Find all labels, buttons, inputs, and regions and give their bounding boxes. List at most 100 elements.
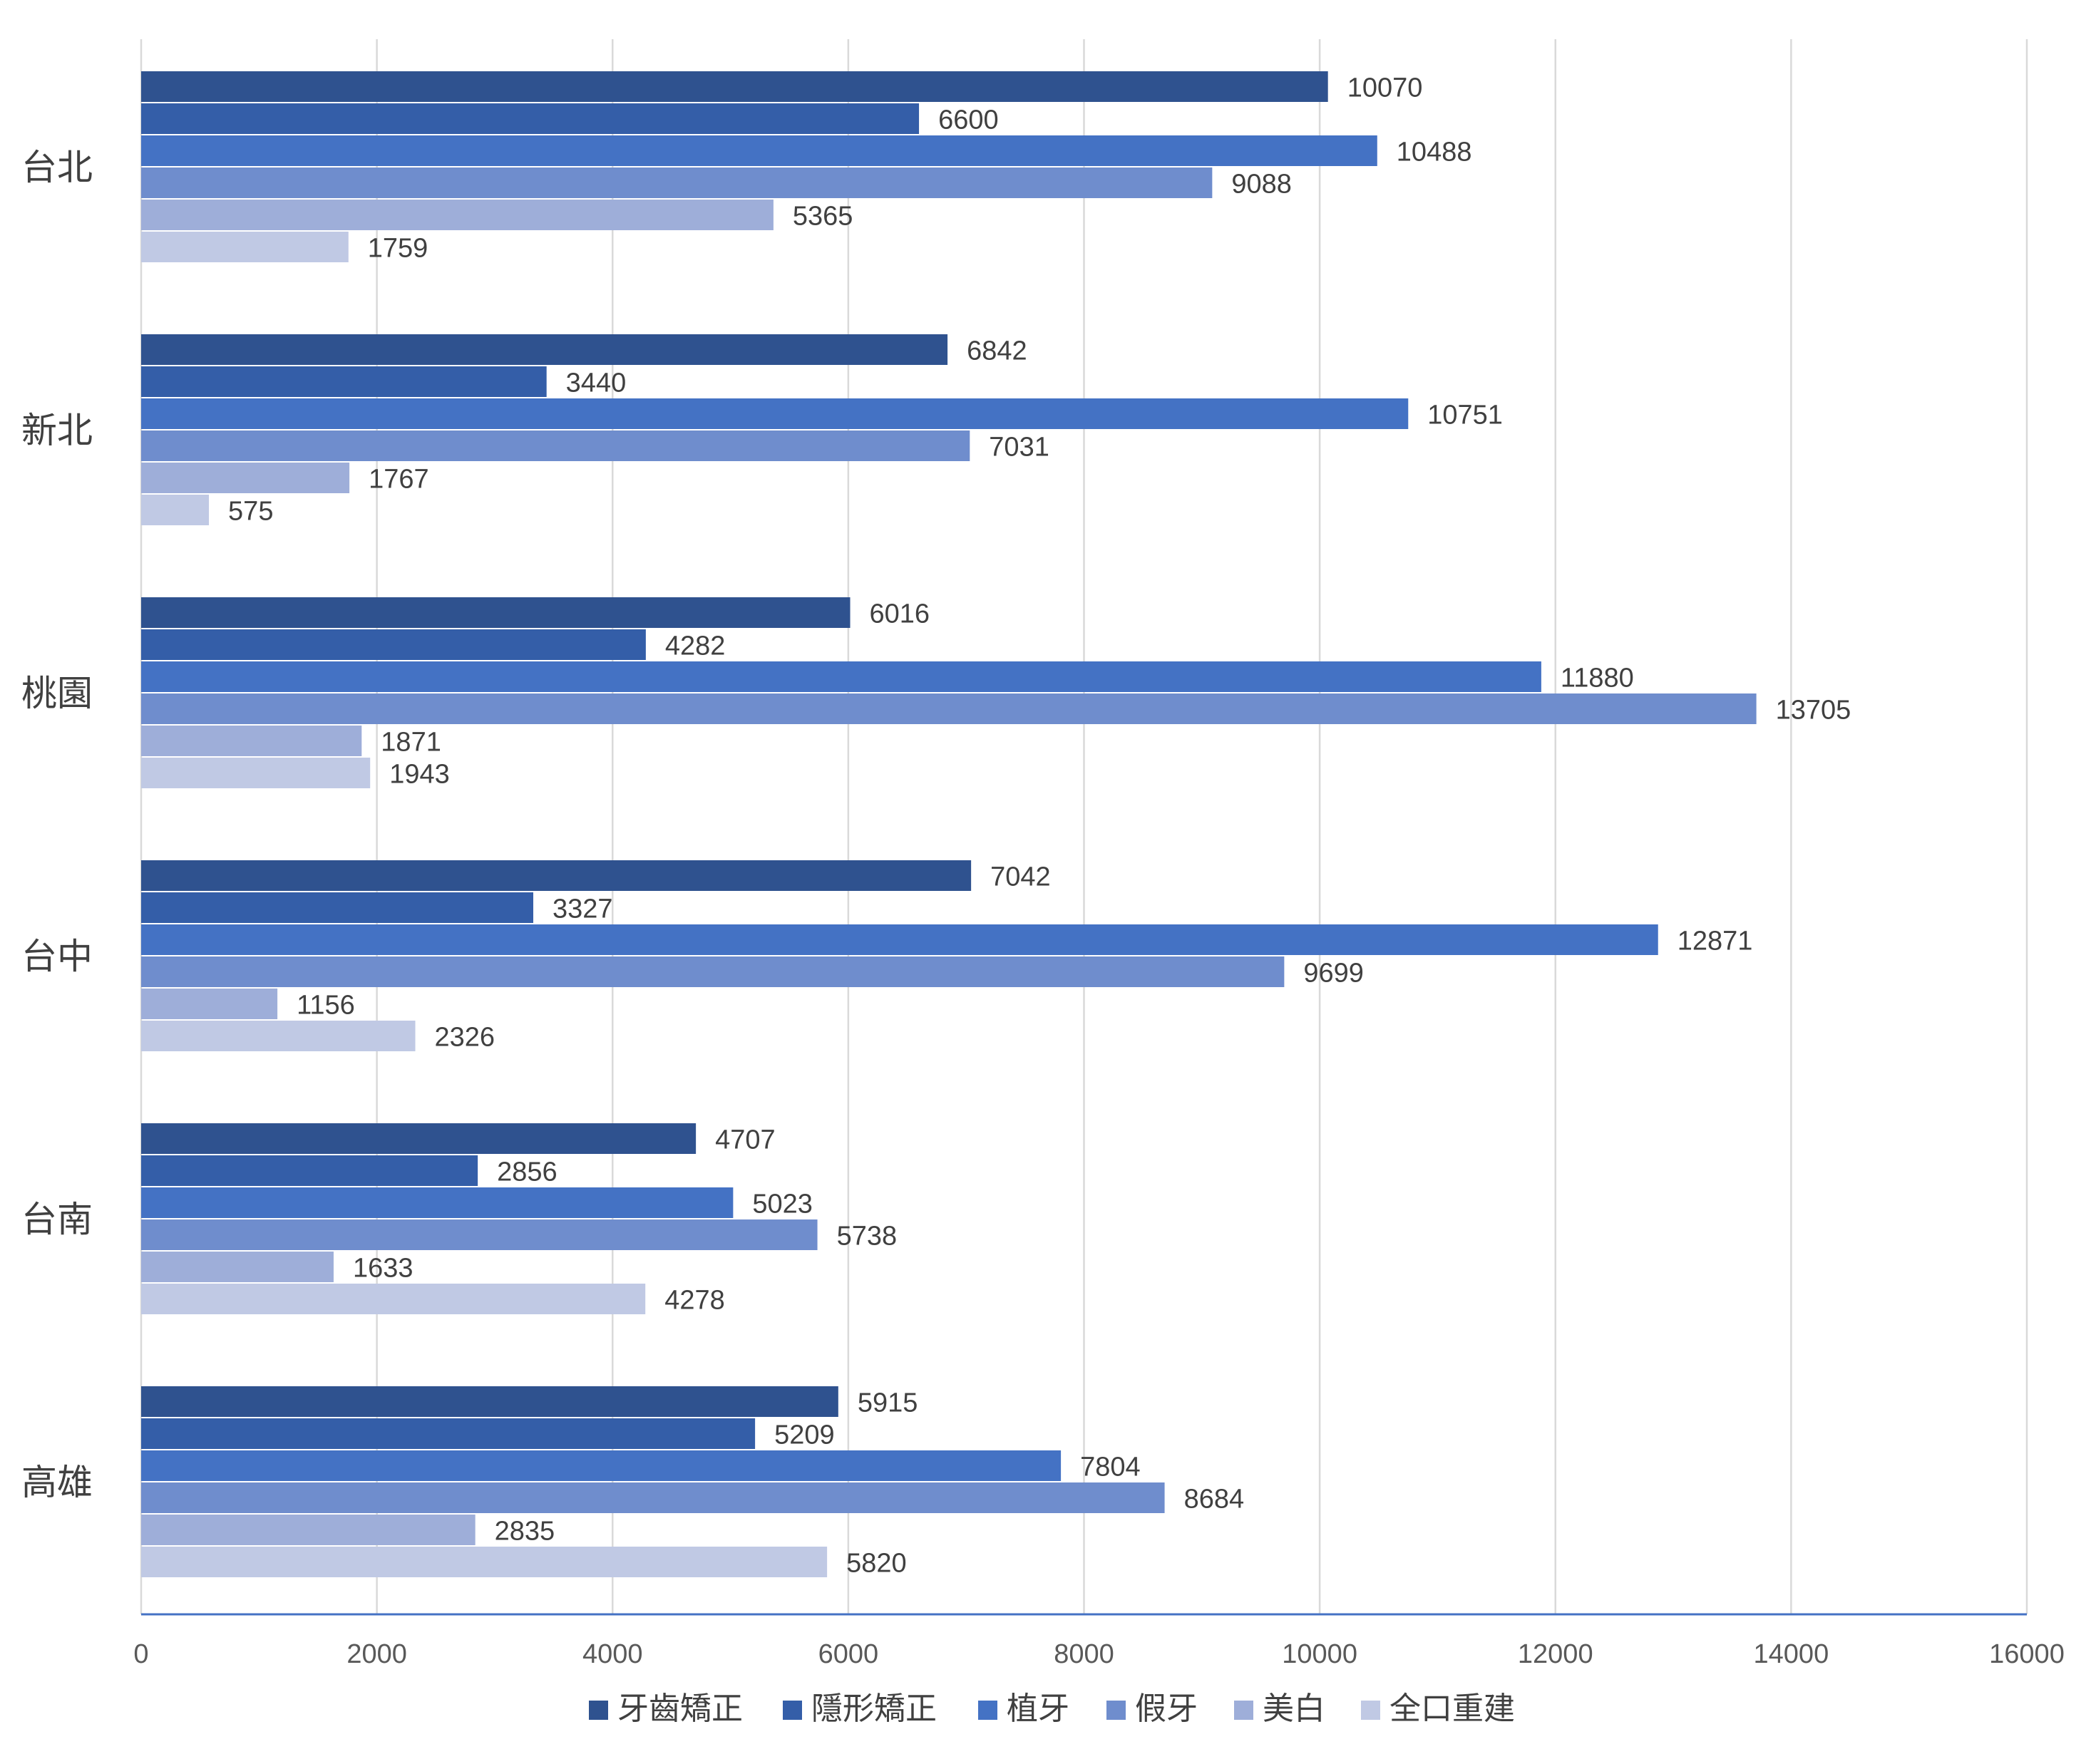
data-label: 9699 [1303, 959, 1364, 989]
bar [141, 103, 920, 134]
legend-swatch [1234, 1701, 1253, 1720]
data-label: 8684 [1184, 1485, 1245, 1515]
legend: 牙齒矯正 隱形矯正 植牙 假牙 美白 全口重建 [589, 1691, 1515, 1727]
bar [141, 135, 1377, 166]
bar [141, 1547, 828, 1577]
bar [141, 334, 948, 365]
bar [141, 892, 533, 923]
legend-swatch [783, 1701, 802, 1720]
data-label: 7804 [1080, 1453, 1141, 1482]
x-tick-label: 16000 [1989, 1639, 2065, 1669]
data-label: 6600 [938, 105, 999, 135]
x-tick-label: 4000 [582, 1639, 643, 1669]
data-label: 5365 [793, 202, 853, 232]
data-label: 6842 [967, 336, 1027, 366]
legend-label: 隱形矯正 [811, 1691, 937, 1727]
data-label: 2835 [495, 1517, 555, 1547]
legend-label: 全口重建 [1389, 1691, 1515, 1727]
legend-swatch [589, 1701, 608, 1720]
x-tick-label: 10000 [1282, 1639, 1357, 1669]
x-tick-labels: 0 2000 4000 6000 8000 10000 12000 14000 16000 [133, 1639, 2064, 1669]
bar [141, 1386, 838, 1417]
data-label: 4282 [665, 631, 726, 661]
x-tick-label: 8000 [1054, 1639, 1114, 1669]
legend-item: 隱形矯正 [783, 1691, 937, 1727]
data-label: 7031 [989, 433, 1049, 463]
data-label: 5820 [846, 1549, 907, 1579]
data-labels: 10070 6600 10488 9088 5365 1759 6842 3440 10751 7… [228, 73, 1851, 1579]
bar [141, 956, 1285, 987]
category-label: 台北 [21, 147, 93, 188]
x-tick-label: 12000 [1518, 1639, 1593, 1669]
category-label: 台中 [21, 936, 93, 977]
data-label: 11880 [1561, 664, 1634, 693]
bar [141, 366, 547, 397]
gridlines [140, 39, 2028, 1616]
data-label: 2856 [497, 1157, 558, 1187]
data-label: 7042 [990, 862, 1051, 892]
bar [141, 989, 278, 1019]
bar [141, 860, 972, 891]
data-label: 5915 [858, 1388, 918, 1418]
legend-label: 植牙 [1007, 1691, 1069, 1727]
bar [141, 232, 349, 262]
legend-swatch [1361, 1701, 1380, 1720]
data-label: 4707 [715, 1125, 776, 1155]
legend-swatch [1106, 1701, 1126, 1720]
data-label: 1156 [297, 991, 355, 1021]
data-label: 6016 [870, 599, 930, 629]
legend-item: 植牙 [978, 1691, 1069, 1727]
bar [141, 1021, 416, 1051]
x-tick-label: 6000 [818, 1639, 879, 1669]
bar [141, 1155, 478, 1186]
data-label: 1767 [369, 465, 429, 495]
x-tick-label: 0 [133, 1639, 148, 1669]
category-label: 桃園 [21, 673, 93, 714]
bar [141, 167, 1213, 198]
bar [141, 661, 1541, 692]
bar [141, 1450, 1062, 1481]
data-label: 5738 [837, 1222, 898, 1252]
x-tick-label: 14000 [1754, 1639, 1829, 1669]
data-label: 575 [228, 497, 273, 527]
data-label: 5023 [752, 1190, 813, 1219]
legend-label: 假牙 [1135, 1691, 1198, 1727]
data-label: 5209 [774, 1420, 835, 1450]
bar [141, 71, 1328, 102]
bar [141, 1187, 734, 1218]
data-label: 2326 [435, 1023, 495, 1053]
legend-item: 假牙 [1106, 1691, 1198, 1727]
bar [141, 495, 210, 525]
data-label: 4278 [664, 1286, 725, 1316]
data-label: 1871 [381, 728, 441, 758]
bar [141, 726, 362, 756]
legend-item: 全口重建 [1361, 1691, 1515, 1727]
bar [141, 629, 646, 660]
bar [141, 758, 371, 788]
data-label: 10751 [1427, 401, 1503, 430]
x-tick-label: 2000 [346, 1639, 407, 1669]
legend-item: 牙齒矯正 [589, 1691, 743, 1727]
bar [141, 1123, 697, 1154]
bar [141, 1418, 756, 1449]
bar [141, 693, 1757, 724]
data-label: 13705 [1776, 696, 1851, 726]
bar [141, 597, 851, 628]
data-label: 12871 [1678, 927, 1753, 956]
legend-item: 美白 [1234, 1691, 1325, 1727]
bar [141, 1515, 476, 1545]
data-label: 1633 [353, 1254, 413, 1284]
data-label: 10488 [1397, 138, 1472, 167]
legend-swatch [978, 1701, 997, 1720]
bar [141, 463, 350, 493]
legend-label: 美白 [1263, 1691, 1325, 1727]
bar [141, 1219, 818, 1250]
data-label: 10070 [1347, 73, 1423, 103]
data-label: 1759 [368, 234, 428, 264]
bar [141, 1252, 334, 1282]
bar [141, 1482, 1165, 1513]
bar [141, 924, 1658, 955]
data-label: 1943 [389, 760, 450, 790]
